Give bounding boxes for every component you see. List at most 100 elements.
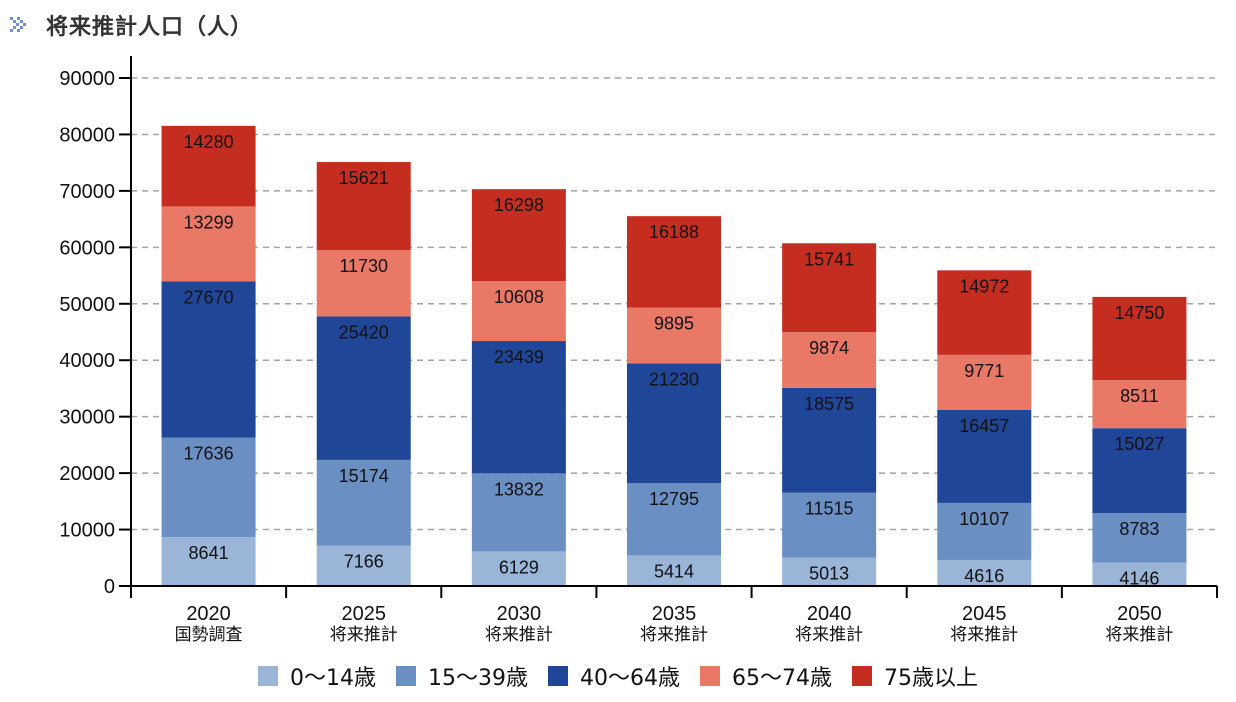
data-label: 15621 (339, 168, 389, 188)
bar-segment (1092, 380, 1187, 429)
bars (161, 125, 1187, 586)
legend-item: 0〜14歳 (258, 660, 376, 692)
legend-label: 75歳以上 (884, 666, 978, 691)
data-label: 6129 (499, 557, 539, 577)
y-tick-label: 10000 (59, 520, 115, 542)
legend-swatch (396, 666, 416, 686)
x-tick-sublabel: 国勢調査 (175, 625, 243, 645)
bar-segment (627, 307, 721, 364)
data-label: 25420 (339, 322, 389, 342)
bar-segment (161, 125, 256, 207)
double-chevron-right-icon (10, 17, 26, 32)
data-label: 11730 (339, 256, 388, 276)
bar-segment (627, 483, 721, 556)
data-label: 12795 (649, 489, 699, 509)
bar-segment (316, 250, 411, 317)
data-labels: 8641 17636 27670 13299 14280 7166 15174 25420 11… (184, 132, 1165, 589)
bar-segment (471, 341, 566, 474)
bar-segment (782, 557, 877, 586)
data-label: 27670 (184, 287, 234, 307)
data-label: 7166 (344, 552, 384, 572)
bar-segment (1092, 296, 1187, 381)
x-tick-label: 2050 (1117, 603, 1162, 625)
x-tick-label: 2025 (341, 603, 386, 625)
data-label: 16298 (494, 195, 544, 215)
data-label: 4616 (964, 566, 1004, 586)
bar-segment (1092, 428, 1187, 514)
legend-label: 40〜64歳 (580, 666, 680, 691)
data-label: 9771 (964, 361, 1004, 381)
x-tick-sublabel: 将来推計 (485, 625, 553, 645)
data-label: 5414 (654, 561, 694, 581)
data-label: 5013 (809, 564, 849, 584)
legend-label: 0〜14歳 (290, 666, 376, 691)
y-tick-label: 70000 (59, 181, 115, 203)
chart-header: 将来推計人口（人） (8, 8, 253, 42)
bar-segment (937, 354, 1032, 411)
bar-segment (471, 189, 566, 282)
data-label: 16457 (959, 416, 1009, 436)
bar-segment (627, 216, 721, 308)
bar-segment (471, 281, 566, 342)
data-label: 10107 (959, 509, 1009, 529)
bar-segment (627, 555, 721, 586)
legend-item: 75歳以上 (852, 660, 978, 692)
bar-segment (627, 363, 721, 484)
legend-label: 15〜39歳 (428, 666, 528, 691)
y-tick-label: 80000 (59, 124, 115, 146)
axes: 0 10000 20000 30000 40000 50000 60000 70000 8000… (59, 56, 1218, 645)
data-label: 13832 (494, 479, 544, 499)
data-label: 4146 (1119, 569, 1159, 589)
bar-segment (782, 492, 877, 558)
data-label: 14280 (184, 132, 234, 152)
bar-segment (471, 551, 566, 586)
y-tick-label: 20000 (59, 463, 115, 485)
bar-segment (937, 270, 1032, 355)
data-label: 14750 (1114, 303, 1164, 323)
bar-segment (937, 502, 1032, 560)
x-tick-label: 2020 (186, 603, 231, 625)
data-label: 23439 (494, 347, 544, 367)
y-tick-label: 60000 (59, 237, 115, 259)
legend-item: 40〜64歳 (548, 660, 680, 692)
data-label: 8783 (1119, 519, 1159, 539)
data-label: 16188 (649, 222, 699, 242)
legend-swatch (700, 666, 720, 686)
x-tick-label: 2045 (962, 603, 1007, 625)
data-label: 21230 (649, 369, 699, 389)
data-label: 9895 (654, 314, 694, 334)
y-tick-label: 40000 (59, 350, 115, 372)
bar-segment (161, 537, 256, 586)
data-label: 13299 (184, 212, 234, 232)
bar-segment (161, 437, 256, 538)
x-tick-sublabel: 将来推計 (795, 625, 863, 645)
bar-segment (471, 473, 566, 552)
legend-swatch (548, 666, 568, 686)
bar-segment (782, 332, 877, 388)
data-label: 14972 (959, 276, 1009, 296)
y-tick-label: 90000 (59, 68, 115, 90)
bar-segment (937, 410, 1032, 503)
data-label: 11515 (805, 499, 854, 519)
bar-segment (316, 316, 411, 460)
legend-swatch (258, 666, 278, 686)
data-label: 9874 (809, 338, 849, 358)
legend-label: 65〜74歳 (732, 666, 832, 691)
y-tick-label: 50000 (59, 294, 115, 316)
bar-segment (782, 243, 877, 333)
bar-segment (937, 559, 1032, 586)
bar-segment (316, 545, 411, 586)
bar-segment (316, 459, 411, 546)
data-label: 15027 (1114, 434, 1164, 454)
bar-segment (1092, 513, 1187, 563)
legend-item: 65〜74歳 (700, 660, 832, 692)
data-label: 15174 (339, 466, 389, 486)
legend-swatch (852, 666, 872, 686)
data-label: 8511 (1120, 386, 1159, 406)
x-tick-sublabel: 将来推計 (330, 625, 398, 645)
data-label: 10608 (494, 287, 544, 307)
data-label: 8641 (189, 543, 229, 563)
x-tick-label: 2030 (497, 603, 542, 625)
bar-segment (161, 206, 256, 282)
